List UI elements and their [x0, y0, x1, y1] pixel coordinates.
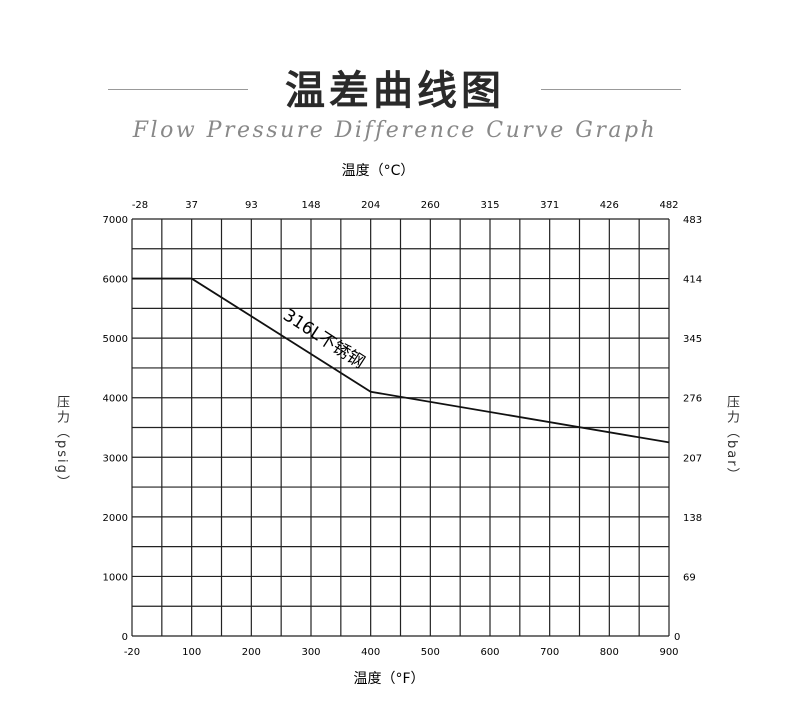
- x-tick-label: 800: [600, 647, 619, 658]
- x2-tick-label: 315: [480, 200, 499, 211]
- title-rule-right: [541, 89, 681, 90]
- y-tick-label: 2000: [103, 513, 128, 524]
- y2-tick-label: 345: [683, 334, 702, 345]
- x-tick-label: 100: [182, 647, 201, 658]
- x2-tick-label: 37: [185, 200, 198, 211]
- x2-tick-label: 148: [301, 200, 320, 211]
- y2-tick-label: 483: [683, 215, 702, 226]
- y2-tick-label: 414: [683, 275, 702, 286]
- x-tick-label: 600: [480, 647, 499, 658]
- page-title: 温差曲线图: [285, 68, 505, 114]
- x-tick-label: 900: [659, 647, 678, 658]
- y-axis-label-right: 压力（bar）: [724, 395, 739, 483]
- series-line: [132, 277, 670, 444]
- x2-tick-label: 93: [245, 200, 258, 211]
- x2-axis-label: 温度（°C）: [342, 163, 415, 179]
- x-tick-label: 400: [361, 647, 380, 658]
- x-tick-label: 200: [242, 647, 261, 658]
- x2-tick-label: 482: [659, 200, 678, 211]
- x-tick-label: -20: [124, 647, 140, 658]
- x2-tick-label: 204: [361, 200, 380, 211]
- y-tick-label: 1000: [103, 572, 128, 583]
- title-rule-left: [108, 89, 248, 90]
- y2-tick-label: 276: [683, 394, 702, 405]
- y-tick-label: 4000: [103, 394, 128, 405]
- x-tick-label: 700: [540, 647, 559, 658]
- page-subtitle: Flow Pressure Difference Curve Graph: [132, 118, 658, 143]
- y-tick-label: 3000: [103, 453, 128, 464]
- x2-tick-label: 371: [540, 200, 559, 211]
- y-tick-label: 7000: [103, 215, 128, 226]
- x2-tick-label: -28: [132, 200, 148, 211]
- x-tick-label: 300: [301, 647, 320, 658]
- y-axis-label-left: 压力（psig）: [54, 395, 69, 490]
- x-tick-label: 500: [421, 647, 440, 658]
- y2-tick-label: 0: [674, 632, 680, 643]
- y-tick-label: 0: [122, 632, 128, 643]
- y2-tick-label: 138: [683, 513, 702, 524]
- x2-tick-label: 426: [600, 200, 619, 211]
- y2-tick-label: 69: [683, 572, 696, 583]
- y-tick-label: 5000: [103, 334, 128, 345]
- y2-tick-label: 207: [683, 453, 702, 464]
- y-tick-label: 6000: [103, 275, 128, 286]
- x-axis-label: 温度（°F）: [353, 671, 424, 687]
- x2-tick-label: 260: [421, 200, 440, 211]
